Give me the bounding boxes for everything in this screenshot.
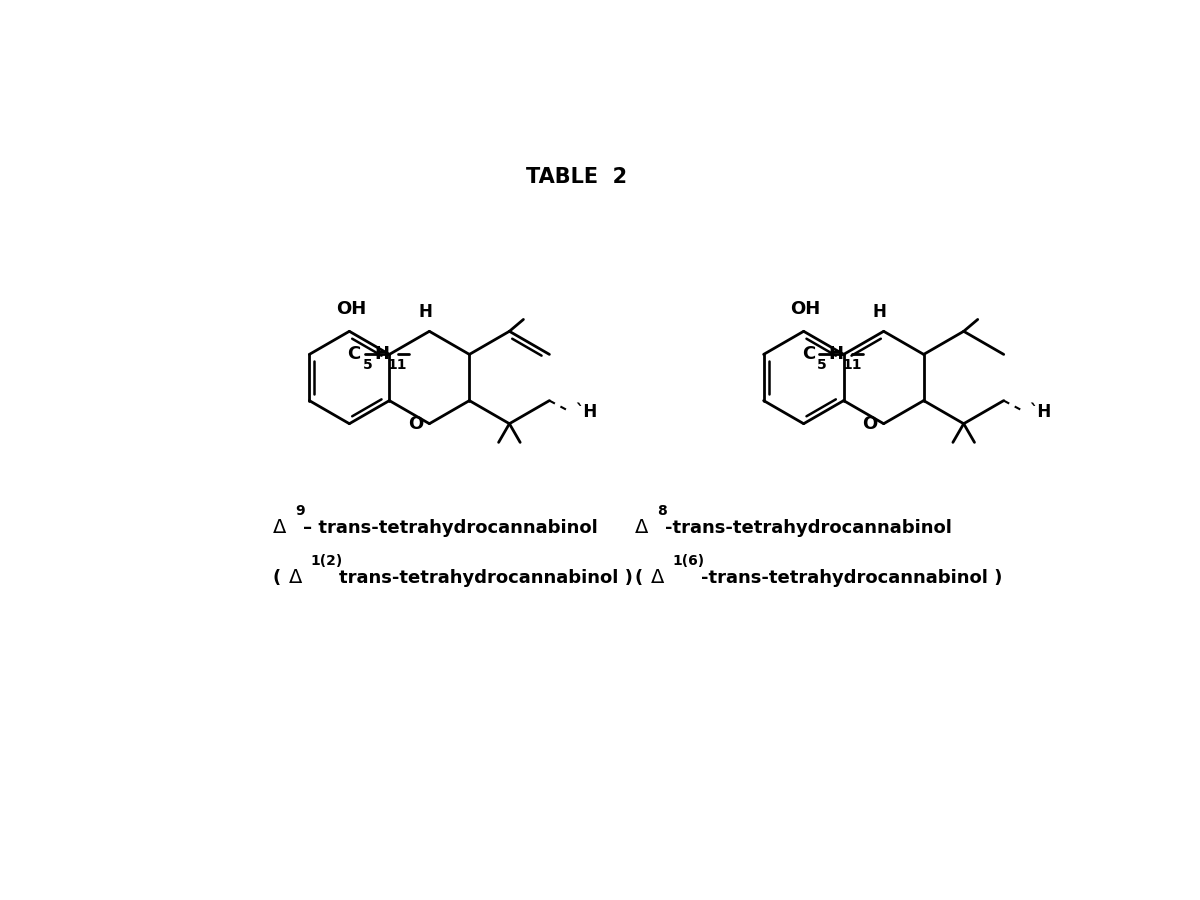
Text: 5: 5	[817, 358, 827, 373]
Text: trans-tetrahydrocannabinol ): trans-tetrahydrocannabinol )	[340, 569, 634, 587]
Text: C: C	[348, 346, 361, 364]
Text: O: O	[863, 415, 877, 433]
Text: (: (	[635, 569, 642, 587]
Text: $\Delta$: $\Delta$	[635, 518, 649, 537]
Text: H: H	[374, 346, 389, 364]
Text: C: C	[802, 346, 815, 364]
Text: H: H	[828, 346, 844, 364]
Text: $\Delta$: $\Delta$	[649, 568, 665, 587]
Text: 1(2): 1(2)	[311, 554, 343, 568]
Text: $\Delta$: $\Delta$	[272, 518, 288, 537]
Text: -trans-tetrahydrocannabinol: -trans-tetrahydrocannabinol	[665, 518, 952, 536]
Text: 11: 11	[842, 358, 862, 373]
Text: `H: `H	[575, 403, 598, 421]
Text: OH: OH	[336, 301, 366, 319]
Text: H: H	[872, 303, 887, 321]
Text: 8: 8	[658, 504, 667, 518]
Text: `H: `H	[1030, 403, 1051, 421]
Text: 1(6): 1(6)	[673, 554, 704, 568]
Text: H: H	[419, 303, 432, 321]
Text: (: (	[272, 569, 281, 587]
Text: O: O	[408, 415, 424, 433]
Text: 5: 5	[362, 358, 372, 373]
Text: $\Delta$: $\Delta$	[288, 568, 302, 587]
Text: TABLE  2: TABLE 2	[526, 167, 628, 187]
Text: OH: OH	[790, 301, 821, 319]
Text: – trans-tetrahydrocannabinol: – trans-tetrahydrocannabinol	[304, 518, 598, 536]
Text: -trans-tetrahydrocannabinol ): -trans-tetrahydrocannabinol )	[701, 569, 1003, 587]
Text: 11: 11	[388, 358, 407, 373]
Text: 9: 9	[295, 504, 305, 518]
